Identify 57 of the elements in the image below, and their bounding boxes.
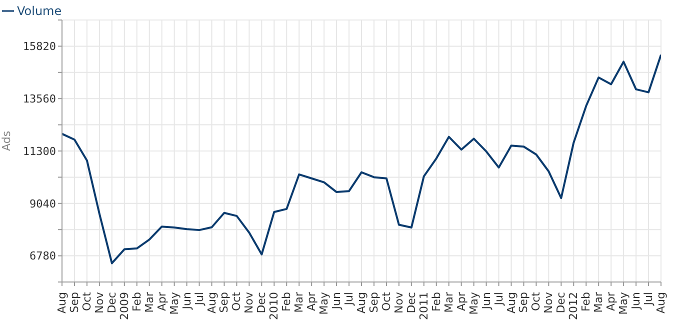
x-tick-label: Apr: [305, 292, 318, 312]
x-tick-label: Sep: [517, 292, 530, 313]
x-tick-label: Feb: [580, 292, 593, 312]
x-tick-label: Aug: [205, 292, 218, 314]
y-tick-label: 9040: [30, 197, 56, 210]
y-tick-label: 15820: [22, 40, 56, 54]
x-tick-label: Dec: [554, 292, 568, 314]
x-tick-label: Nov: [392, 292, 406, 314]
x-tick-label: Aug: [654, 292, 668, 314]
y-axis-title: Ads: [0, 130, 13, 151]
x-tick-label: Feb: [130, 292, 144, 312]
x-tick-label: Feb: [280, 292, 294, 312]
x-tick-label: Aug: [56, 292, 68, 314]
x-tick-label: Nov: [92, 292, 106, 314]
x-tick-label: Jun: [330, 292, 344, 310]
y-tick-label: 11300: [22, 144, 56, 158]
line-series: [62, 54, 661, 264]
x-tick-label: Jun: [480, 292, 493, 310]
x-tick-label: Dec: [255, 292, 268, 314]
y-tick-label: 13560: [22, 92, 56, 106]
x-tick-label: 2011: [417, 292, 430, 320]
x-tick-label: Sep: [68, 292, 81, 313]
x-tick-label: Oct: [530, 291, 543, 312]
y-tick-label: 6780: [30, 250, 56, 263]
x-tick-label: Dec: [105, 292, 118, 314]
x-tick-label: Jul: [642, 292, 656, 306]
x-tick-label: Oct: [380, 291, 393, 312]
x-tick-label: Sep: [367, 292, 380, 313]
x-tick-label: Sep: [218, 292, 231, 313]
x-tick-label: Jul: [192, 292, 206, 306]
x-tick-label: Nov: [242, 292, 256, 314]
x-tick-label: 2010: [268, 292, 281, 320]
x-tick-label: May: [617, 292, 630, 315]
x-tick-label: May: [318, 292, 331, 315]
x-tick-label: Aug: [504, 292, 518, 314]
x-tick-label: Mar: [442, 292, 456, 313]
x-tick-label: Dec: [404, 292, 418, 314]
x-tick-label: Jul: [492, 292, 506, 306]
x-tick-label: Jul: [342, 292, 356, 306]
x-tick-label: Aug: [355, 292, 368, 314]
x-tick-label: Oct: [230, 291, 244, 312]
x-tick-label: Jun: [180, 292, 194, 310]
x-tick-label: Jun: [630, 292, 643, 310]
x-tick-label: Nov: [542, 292, 556, 314]
x-tick-label: Feb: [430, 292, 443, 312]
x-tick-label: Mar: [292, 292, 306, 313]
x-tick-label: Mar: [142, 292, 156, 313]
x-tick-label: May: [168, 292, 181, 315]
x-tick-label: Apr: [604, 292, 618, 312]
x-tick-label: Oct: [80, 291, 94, 312]
x-tick-label: 2009: [118, 292, 131, 320]
x-tick-label: Apr: [155, 292, 168, 312]
legend-label: Volume: [17, 4, 62, 18]
x-tick-label: May: [467, 292, 480, 315]
x-tick-label: 2012: [567, 292, 580, 320]
x-tick-label: Apr: [454, 292, 468, 312]
x-tick-label: Mar: [592, 292, 606, 313]
